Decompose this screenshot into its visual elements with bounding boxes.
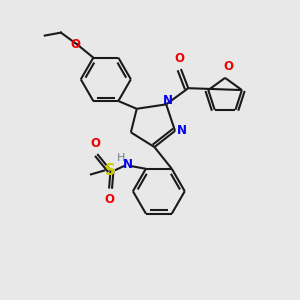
Text: S: S (105, 163, 116, 178)
Text: O: O (91, 136, 101, 150)
Text: O: O (174, 52, 184, 64)
Text: N: N (163, 94, 173, 107)
Text: O: O (104, 193, 114, 206)
Text: H: H (117, 154, 126, 164)
Text: O: O (71, 38, 81, 51)
Text: N: N (123, 158, 133, 171)
Text: N: N (176, 124, 187, 137)
Text: O: O (223, 60, 233, 74)
